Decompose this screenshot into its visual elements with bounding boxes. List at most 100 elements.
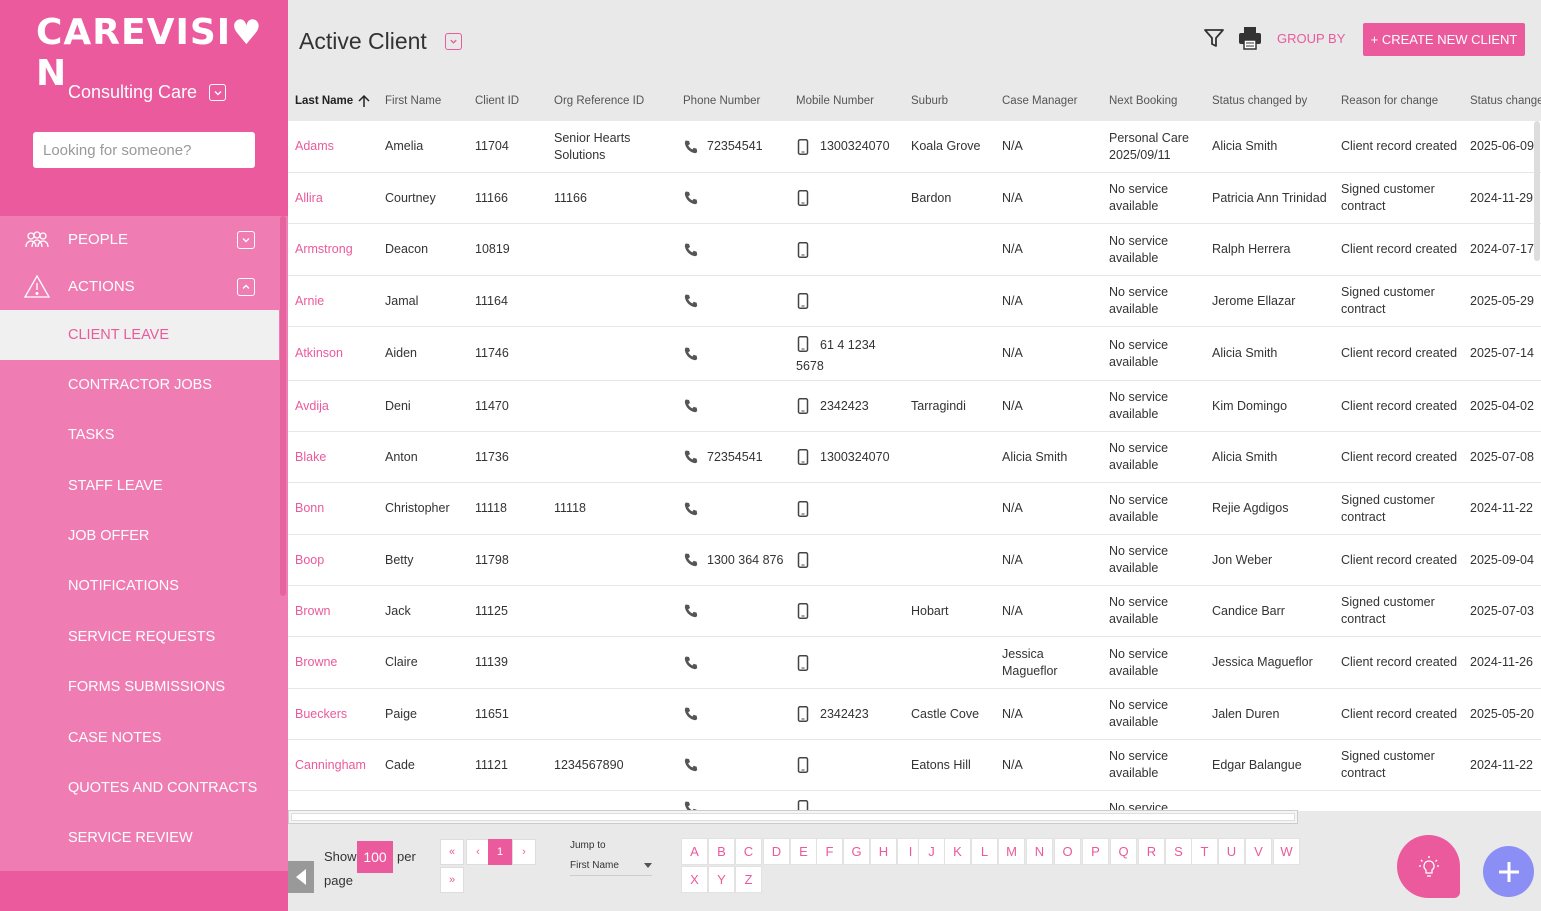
table-row[interactable]: Boop Betty 11798 1300 364 876 N/A No service … (288, 535, 1541, 586)
sidebar-item-service-review[interactable]: SERVICE REVIEW (68, 830, 193, 846)
last-page-button[interactable]: » (440, 867, 464, 893)
sidebar-item-contractor-jobs[interactable]: CONTRACTOR JOBS (68, 377, 212, 393)
table-row[interactable]: Arnie Jamal 11164 N/A No service available Je… (288, 276, 1541, 327)
letter-filter-d[interactable]: D (763, 838, 790, 865)
letter-filter-t[interactable]: T (1191, 838, 1218, 865)
phone-icon[interactable] (683, 655, 699, 671)
column-header-status-change[interactable]: Status change (1470, 94, 1541, 107)
column-header-reason-for-change[interactable]: Reason for change (1341, 94, 1439, 107)
next-page-button[interactable]: › (512, 839, 536, 865)
sort-ascending-icon[interactable] (357, 94, 371, 108)
sidebar-item-case-notes[interactable]: CASE NOTES (68, 730, 162, 746)
mobile-icon[interactable] (796, 293, 810, 309)
letter-filter-y[interactable]: Y (708, 866, 735, 893)
table-row[interactable]: Canningham Cade 11121 1234567890 Eatons Hill… (288, 740, 1541, 791)
column-header-case-manager[interactable]: Case Manager (1002, 94, 1078, 107)
table-row[interactable]: Allira Courtney 11166 11166 Bardon N/A No serv… (288, 173, 1541, 224)
phone-icon[interactable] (683, 552, 699, 568)
letter-filter-n[interactable]: N (1026, 838, 1053, 865)
sidebar-item-staff-leave[interactable]: STAFF LEAVE (68, 478, 163, 494)
org-selector[interactable]: Consulting Care (68, 82, 227, 103)
letter-filter-j[interactable]: J (918, 838, 945, 865)
current-page-button[interactable]: 1 (488, 839, 512, 865)
letter-filter-g[interactable]: G (843, 838, 870, 865)
filter-icon[interactable] (1203, 27, 1225, 49)
last-name-cell[interactable]: Bonn (295, 501, 325, 515)
table-vertical-scrollbar[interactable] (1533, 121, 1541, 811)
letter-filter-z[interactable]: Z (735, 866, 762, 893)
last-name-cell[interactable]: Brown (295, 603, 331, 618)
phone-icon[interactable] (683, 757, 699, 773)
sidebar-scrollbar[interactable] (279, 216, 288, 871)
prev-page-button[interactable]: ‹ (466, 839, 490, 865)
scrollbar-thumb[interactable] (291, 813, 1295, 821)
letter-filter-f[interactable]: F (816, 838, 843, 865)
phone-icon[interactable] (683, 800, 699, 811)
table-row[interactable]: Avdija Deni 11470 2342423 Tarragindi N/A No se… (288, 381, 1541, 432)
column-header-phone-number[interactable]: Phone Number (683, 94, 761, 107)
phone-icon[interactable] (683, 242, 699, 258)
sidebar-section-people[interactable]: PEOPLE (0, 216, 279, 263)
phone-icon[interactable] (683, 706, 699, 722)
table-row[interactable]: No service (288, 791, 1541, 811)
table-row[interactable]: Brown Jack 11125 Hobart N/A No service availa… (288, 586, 1541, 637)
sidebar-item-notifications[interactable]: NOTIFICATIONS (68, 578, 179, 594)
chevron-down-icon[interactable] (237, 230, 255, 249)
jump-to-select[interactable]: First Name (570, 856, 652, 876)
last-name-cell[interactable]: Canningham (295, 757, 366, 772)
group-by-button[interactable]: GROUP BY (1277, 31, 1346, 46)
letter-filter-x[interactable]: X (681, 866, 708, 893)
letter-filter-p[interactable]: P (1082, 838, 1109, 865)
table-row[interactable]: Blake Anton 11736 72354541 1300324070 Alicia … (288, 432, 1541, 483)
last-name-cell[interactable]: Adams (295, 139, 334, 153)
tips-button[interactable] (1397, 835, 1460, 898)
last-name-cell[interactable]: Atkinson (295, 346, 343, 360)
scrollbar-thumb[interactable] (280, 216, 286, 596)
chevron-down-icon[interactable] (444, 33, 462, 50)
table-horizontal-scrollbar[interactable] (288, 810, 1298, 824)
phone-icon[interactable] (683, 346, 699, 362)
last-name-cell[interactable]: Boop (295, 552, 325, 567)
letter-filter-l[interactable]: L (971, 838, 998, 865)
letter-filter-c[interactable]: C (735, 838, 762, 865)
table-row[interactable]: Adams Amelia 11704 Senior Hearts Solutions 7… (288, 121, 1541, 173)
letter-filter-m[interactable]: M (998, 838, 1025, 865)
table-row[interactable]: Bueckers Paige 11651 2342423 Castle Cove N/A N… (288, 689, 1541, 740)
search-input[interactable] (33, 132, 255, 168)
sidebar-section-actions[interactable]: ACTIONS (0, 263, 279, 310)
letter-filter-r[interactable]: R (1138, 838, 1165, 865)
column-header-status-changed-by[interactable]: Status changed by (1212, 94, 1308, 107)
letter-filter-o[interactable]: O (1054, 838, 1081, 865)
last-name-cell[interactable]: Allira (295, 190, 323, 205)
last-name-cell[interactable]: Browne (295, 655, 338, 669)
sidebar-item-service-requests[interactable]: SERVICE REQUESTS (68, 629, 216, 645)
last-name-cell[interactable]: Armstrong (295, 242, 353, 256)
last-name-cell[interactable]: Avdija (295, 398, 329, 413)
chevron-down-icon[interactable] (209, 84, 227, 101)
mobile-icon[interactable] (796, 500, 810, 517)
page-title-dropdown[interactable]: Active Client (299, 28, 462, 55)
mobile-icon[interactable] (796, 398, 810, 414)
letter-filter-v[interactable]: V (1245, 838, 1272, 865)
last-name-cell[interactable]: Arnie (295, 293, 325, 308)
chevron-up-icon[interactable] (237, 277, 255, 296)
letter-filter-w[interactable]: W (1273, 838, 1300, 865)
mobile-icon[interactable] (796, 449, 810, 465)
mobile-icon[interactable] (796, 603, 810, 619)
phone-icon[interactable] (683, 501, 699, 517)
mobile-icon[interactable] (796, 706, 810, 722)
mobile-icon[interactable] (796, 241, 810, 258)
table-row[interactable]: Browne Claire 11139 Jessica Magueflor No ser… (288, 637, 1541, 689)
mobile-icon[interactable] (796, 757, 810, 773)
mobile-icon[interactable] (796, 552, 810, 568)
last-name-cell[interactable]: Blake (295, 449, 327, 464)
letter-filter-k[interactable]: K (944, 838, 971, 865)
last-name-cell[interactable] (295, 791, 380, 811)
phone-icon[interactable] (683, 190, 699, 206)
column-header-next-booking[interactable]: Next Booking (1109, 94, 1178, 107)
printer-icon[interactable] (1237, 25, 1263, 51)
letter-filter-q[interactable]: Q (1110, 838, 1137, 865)
mobile-icon[interactable] (796, 138, 810, 155)
scrollbar-thumb[interactable] (1534, 121, 1540, 261)
phone-icon[interactable] (683, 139, 699, 155)
